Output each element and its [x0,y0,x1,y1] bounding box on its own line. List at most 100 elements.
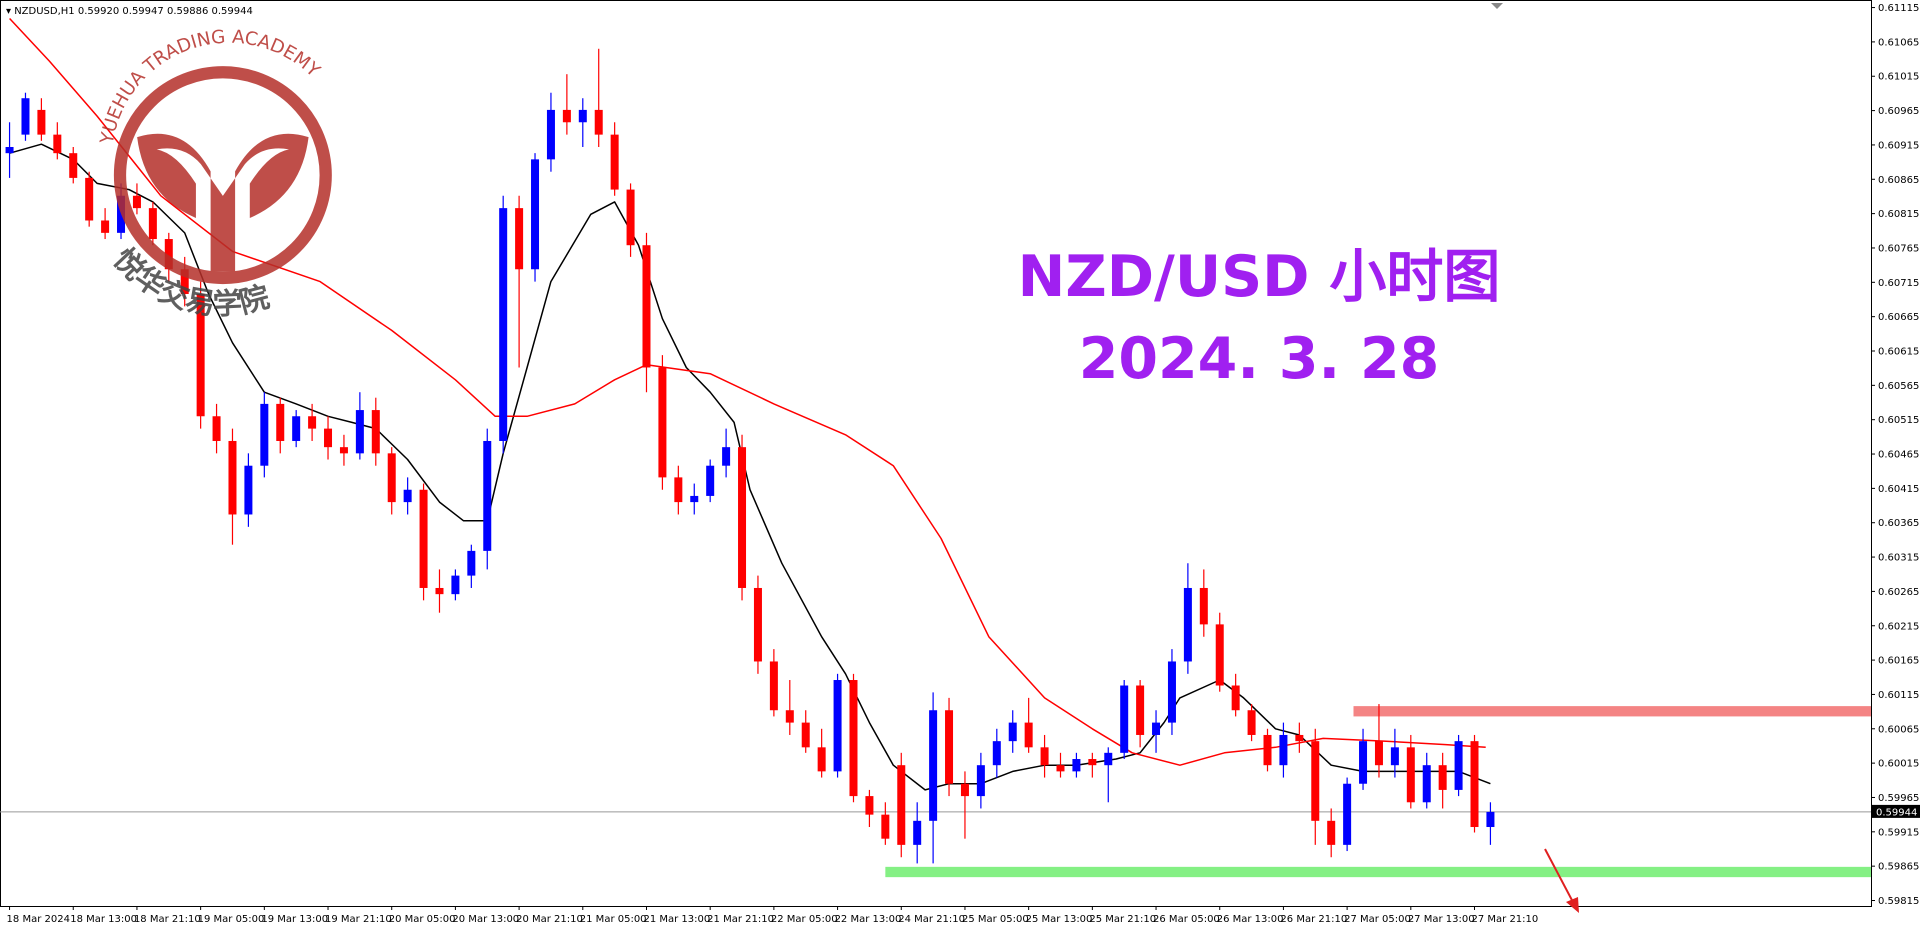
y-tick-label: 0.61115 [1878,3,1919,14]
x-tick-label: 19 Mar 05:00 [198,914,265,925]
x-tick-label: 24 Mar 21:10 [898,914,965,925]
info-value: 0.59944 [212,6,253,17]
y-tick-label: 0.59815 [1878,896,1919,907]
candle-body [610,134,619,190]
candle-body [196,293,205,417]
y-tick-label: 0.60815 [1878,209,1919,220]
candle-body [148,208,157,240]
price-zone [1353,706,1871,717]
candle-body [1438,765,1447,790]
candle-body [865,796,874,815]
candle-body [228,440,237,515]
candle-body [85,177,94,221]
candle-body [753,587,762,662]
candle-body [738,447,747,588]
y-tick-label: 0.60065 [1878,724,1919,735]
candle-body [1040,747,1049,766]
symbol: NZDUSD,H1 [14,6,74,17]
candle-body [817,747,826,772]
y-tick-label: 0.60965 [1878,106,1919,117]
candle-body [1167,661,1176,723]
candle-body [403,489,412,503]
info-value: 0.59920 [78,6,119,17]
x-tick-label: 20 Mar 05:00 [389,914,456,925]
candle-body [1422,765,1431,803]
plot-border [0,0,1872,907]
x-tick-label: 22 Mar 13:00 [835,914,902,925]
x-tick-label: 20 Mar 13:00 [452,914,519,925]
candle-body [929,710,938,821]
x-tick-label: 18 Mar 13:00 [70,914,137,925]
price-zone [885,866,1871,878]
current-price-label: 0.59944 [1876,807,1917,818]
candle-body [578,109,587,123]
candle-body [467,550,476,576]
x-tick-label: 21 Mar 13:00 [643,914,710,925]
moving-average [9,143,1491,791]
header: ▾ NZDUSD,H1 0.59920 0.59947 0.59886 0.59… [6,6,253,17]
candle-body [992,741,1001,766]
candle-body [260,403,269,466]
moving-average [9,17,1486,766]
candle-body [515,208,524,270]
current-price-box [1872,804,1920,818]
candle-body [976,765,985,797]
candle-body [1406,747,1415,803]
y-tick-label: 0.60215 [1878,621,1919,632]
y-tick-label: 0.60165 [1878,656,1919,667]
candle-body [324,428,333,448]
x-tick-label: 25 Mar 13:00 [1026,914,1093,925]
y-tick-label: 0.61015 [1878,72,1919,83]
candle-body [1247,710,1256,735]
candle-body [833,680,842,772]
candle-body [1072,759,1081,772]
candle-body [132,195,141,209]
candle-body [180,269,189,294]
candle-body [355,410,364,454]
x-tick-label: 26 Mar 13:00 [1217,914,1284,925]
candle-body [897,765,906,845]
candle-body [881,814,890,839]
watermark-logo: YUEHUA TRADING ACADEMY 悦华交易学院 [97,27,332,322]
candle-body [690,495,699,503]
logo-bottom-text: 悦华交易学院 [107,242,273,322]
y-tick-label: 0.59865 [1878,862,1919,873]
y-tick-label: 0.60465 [1878,450,1919,461]
candle-body [37,109,46,135]
candle-body [913,820,922,845]
candle-body [1486,811,1495,828]
x-tick-label: 18 Mar 21:10 [134,914,201,925]
candle-body [308,416,317,429]
candle-body [1215,624,1224,686]
candle-body [483,440,492,551]
candle-body [1279,734,1288,766]
candle-body [1359,741,1368,784]
info-value: 0.59886 [167,6,208,17]
candle-body [1295,734,1304,742]
candle-body [626,189,635,246]
candle-body [658,367,667,478]
x-tick-label: 27 Mar 21:10 [1472,914,1539,925]
arrow [1544,848,1575,905]
x-tick-label: 20 Mar 21:10 [516,914,583,925]
candle-body [419,489,428,588]
y-tick-label: 0.60915 [1878,140,1919,151]
candle-body [371,410,380,454]
candle-body [1008,722,1017,742]
candle-body [292,416,301,441]
candle-body [1088,759,1097,766]
arrow-head [1566,897,1579,913]
x-tick-label: 19 Mar 21:10 [325,914,392,925]
x-tick-label: 21 Mar 21:10 [707,914,774,925]
candle-body [1056,765,1065,772]
candle-body [769,661,778,711]
y-tick-label: 0.60315 [1878,553,1919,564]
x-tick-label: 25 Mar 05:00 [962,914,1029,925]
candle-body [1199,587,1208,625]
candle-body [1183,587,1192,662]
candle-body [212,416,221,441]
candle-body [1024,722,1033,748]
y-tick-label: 0.60865 [1878,175,1919,186]
info-value: 0.59947 [122,6,163,17]
